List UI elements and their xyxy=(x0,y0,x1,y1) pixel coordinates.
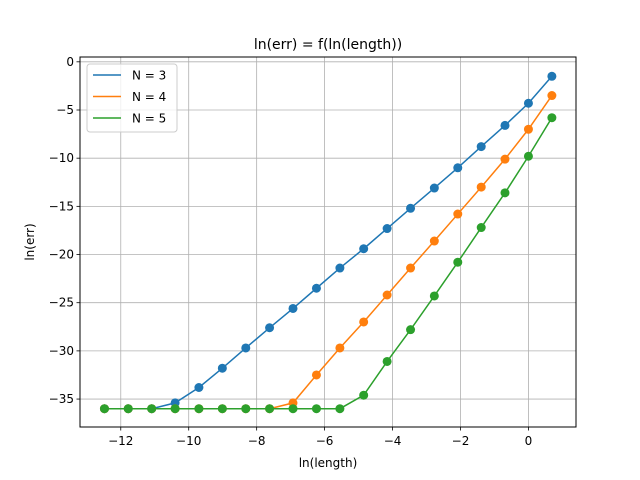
data-point xyxy=(194,382,204,392)
x-tick-label: −4 xyxy=(384,434,402,448)
data-point xyxy=(311,370,321,380)
data-point xyxy=(359,317,369,327)
y-tick-label: −35 xyxy=(49,392,74,406)
data-point xyxy=(453,163,463,173)
data-point xyxy=(217,363,227,373)
legend-label: N = 4 xyxy=(132,90,166,104)
tick-layer: −12 −10 −8 −6 −4 −2 00−5−10−15−20−25−30−35 xyxy=(49,55,533,448)
data-point xyxy=(288,404,298,414)
data-point xyxy=(99,404,109,414)
x-axis-label: ln(length) xyxy=(299,456,358,470)
data-point xyxy=(476,182,486,192)
x-tick-label: −8 xyxy=(248,434,266,448)
data-point xyxy=(523,124,533,134)
y-tick-label: −30 xyxy=(49,344,74,358)
data-point xyxy=(547,71,557,81)
data-point xyxy=(335,343,345,353)
data-point xyxy=(359,244,369,254)
data-point xyxy=(217,404,227,414)
data-point xyxy=(453,257,463,267)
legend-label: N = 3 xyxy=(132,69,166,83)
series-layer xyxy=(99,71,557,414)
data-point xyxy=(382,356,392,366)
data-point xyxy=(265,323,275,333)
x-tick-label: −12 xyxy=(108,434,133,448)
x-tick-label: −6 xyxy=(316,434,334,448)
x-tick-label: −10 xyxy=(176,434,201,448)
data-point xyxy=(523,98,533,108)
data-point xyxy=(311,404,321,414)
x-tick-label: −2 xyxy=(452,434,470,448)
data-point xyxy=(453,209,463,219)
y-tick-label: −15 xyxy=(49,199,74,213)
data-point xyxy=(335,263,345,273)
y-axis-label: ln(err) xyxy=(23,223,37,260)
data-point xyxy=(335,404,345,414)
data-point xyxy=(500,120,510,130)
legend: N = 3 N = 4 N = 5 xyxy=(86,63,178,133)
data-point xyxy=(429,183,439,193)
data-point xyxy=(429,291,439,301)
data-point xyxy=(311,283,321,293)
data-point xyxy=(500,188,510,198)
data-point xyxy=(476,223,486,233)
data-point xyxy=(523,151,533,161)
data-point xyxy=(123,404,133,414)
data-point xyxy=(170,404,180,414)
data-point xyxy=(547,113,557,123)
data-point xyxy=(476,142,486,152)
data-point xyxy=(429,236,439,246)
x-tick-label: 0 xyxy=(525,434,533,448)
data-point xyxy=(382,290,392,300)
data-point xyxy=(194,404,204,414)
series-3 xyxy=(99,113,557,414)
data-point xyxy=(241,343,251,353)
plot-frame xyxy=(79,56,577,428)
data-point xyxy=(288,303,298,313)
legend-box xyxy=(86,63,178,133)
y-tick-label: −5 xyxy=(56,103,74,117)
y-tick-label: −20 xyxy=(49,248,74,262)
data-point xyxy=(547,91,557,101)
y-tick-label: −10 xyxy=(49,151,74,165)
y-tick-label: 0 xyxy=(66,55,74,69)
data-point xyxy=(406,203,416,213)
data-point xyxy=(382,224,392,234)
data-point xyxy=(359,390,369,400)
data-point xyxy=(265,404,275,414)
data-point xyxy=(500,154,510,164)
data-point xyxy=(147,404,157,414)
data-point xyxy=(406,263,416,273)
data-point xyxy=(406,325,416,335)
series-line xyxy=(104,75,553,410)
data-point xyxy=(241,404,251,414)
legend-label: N = 5 xyxy=(132,112,166,126)
y-tick-label: −25 xyxy=(49,296,74,310)
chart-title: ln(err) = f(ln(length)) xyxy=(254,37,402,53)
